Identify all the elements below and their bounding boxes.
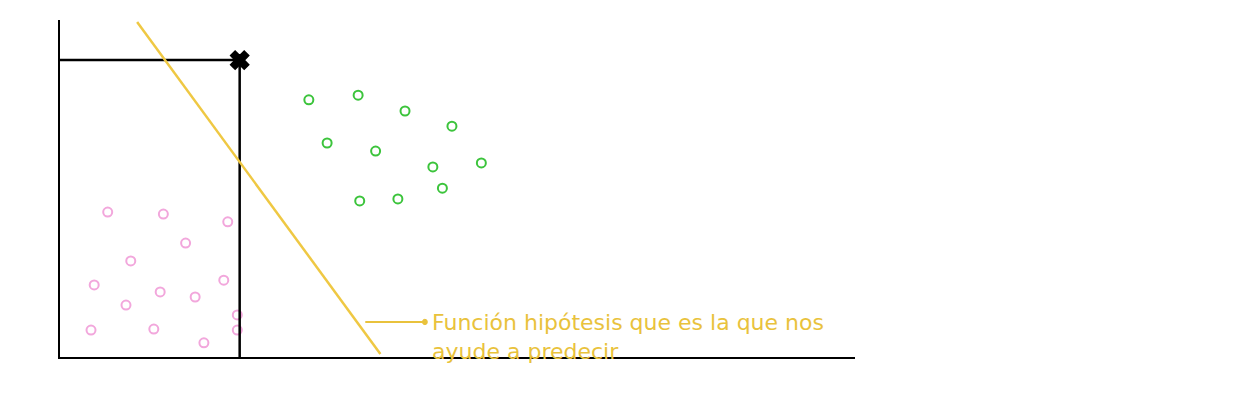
svg-text:Función hipótesis que es la qu: Función hipótesis que es la que nosayude… — [432, 310, 824, 364]
